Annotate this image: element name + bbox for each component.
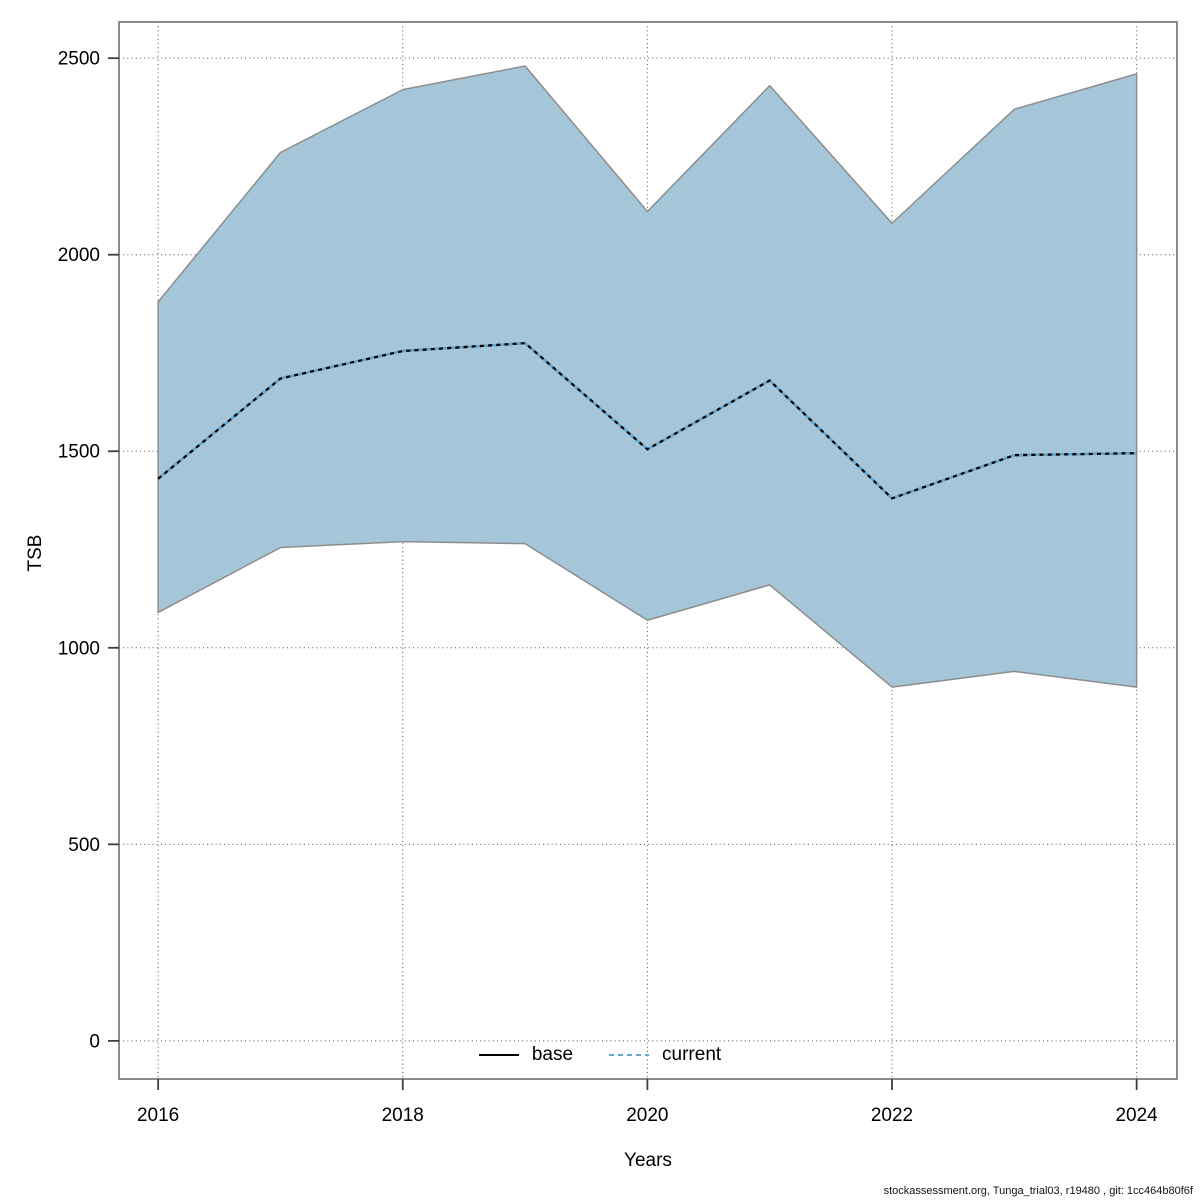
svg-text:500: 500 [68, 835, 100, 856]
base-line-icon [478, 1054, 519, 1056]
svg-text:2022: 2022 [871, 1105, 913, 1126]
svg-text:2000: 2000 [58, 245, 100, 266]
watermark: stockassessment.org, Tunga_trial03, r194… [883, 1185, 1193, 1197]
x-axis-title: Years [624, 1150, 672, 1171]
current-line-icon [609, 1053, 650, 1057]
legend-label-current: current [662, 1044, 722, 1065]
legend-item-current: current [609, 1044, 721, 1066]
svg-text:0: 0 [89, 1031, 100, 1052]
svg-text:2018: 2018 [382, 1105, 424, 1126]
legend: base current [450, 1042, 750, 1068]
svg-text:2024: 2024 [1115, 1105, 1158, 1126]
svg-text:1500: 1500 [58, 442, 100, 463]
svg-text:2500: 2500 [58, 49, 100, 70]
y-axis-title: TSB [25, 534, 46, 572]
legend-label-base: base [531, 1044, 574, 1065]
legend-item-base: base [478, 1044, 574, 1066]
svg-text:2016: 2016 [137, 1105, 179, 1126]
svg-text:2020: 2020 [626, 1105, 668, 1126]
svg-text:1000: 1000 [58, 638, 100, 659]
